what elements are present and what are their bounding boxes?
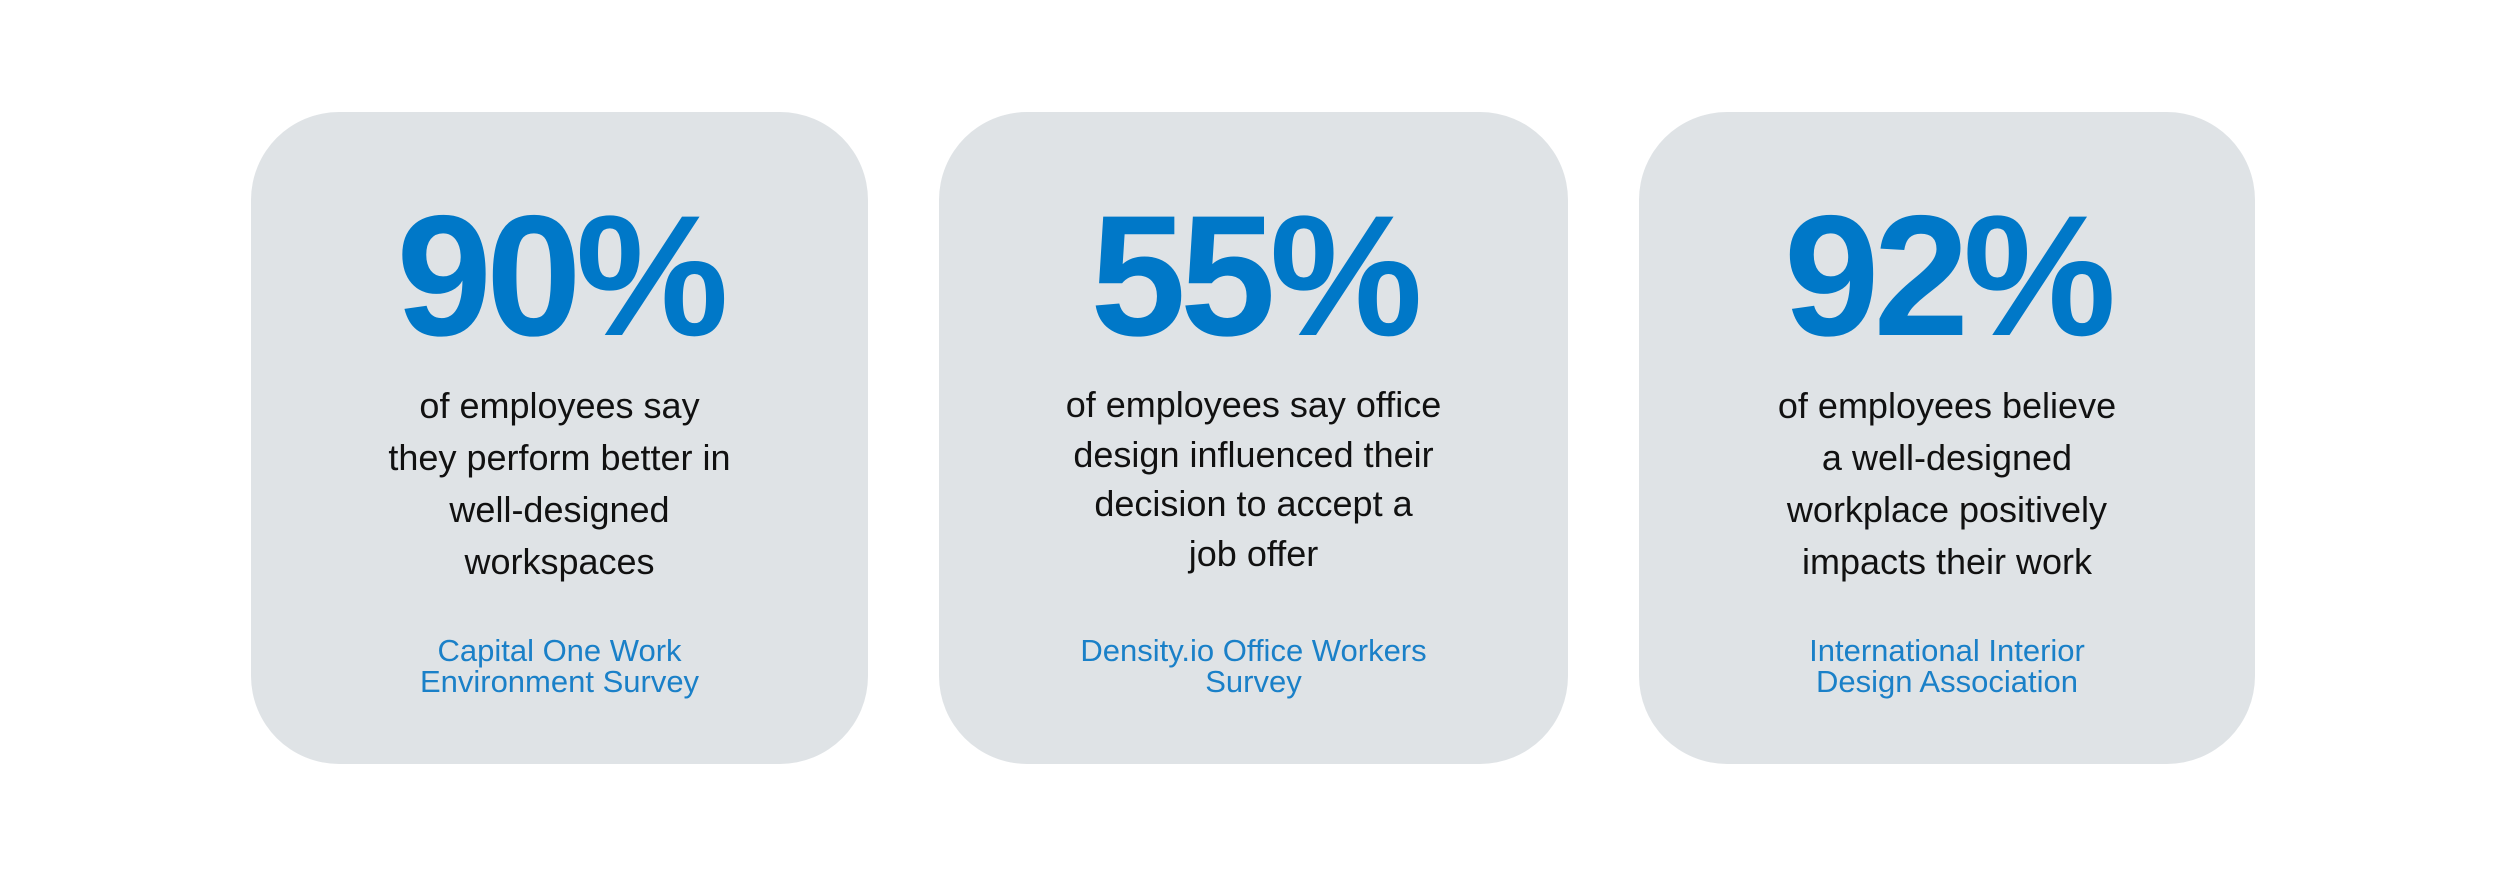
stat-description: of employees say office design influence… (939, 380, 1568, 578)
stat-description-line: job offer (1188, 532, 1319, 574)
stat-source-line: Environment Survey (419, 664, 700, 699)
stat-description: of employees say they perform better in … (251, 380, 868, 588)
stat-description-line: well-designed (449, 489, 670, 530)
stat-description-line: they perform better in (388, 437, 731, 478)
stat-source-line: Capital One Work (437, 633, 682, 668)
stat-value: 90% (396, 180, 728, 372)
stat-source-line: Density.io Office Workers (1080, 633, 1427, 668)
stat-description-line: design influenced their (1073, 433, 1434, 475)
stat-description: of employees believe a well-designed wor… (1639, 380, 2255, 588)
stat-source-line: Design Association (1816, 664, 2078, 699)
stat-description-line: of employees believe (1777, 385, 2117, 426)
stat-card: 90% of employees say they perform better… (251, 112, 868, 764)
stat-description-line: workspaces (464, 541, 655, 582)
stat-value: 92% (1783, 180, 2116, 372)
stat-card: 55% of employees say office design influ… (939, 112, 1568, 764)
stat-source-line: Survey (1205, 664, 1302, 699)
stat-description-line: workplace positively (1786, 489, 2108, 530)
stat-source: International Interior Design Associatio… (1639, 635, 2255, 697)
stat-source: Capital One Work Environment Survey (251, 635, 868, 697)
stat-description-line: decision to accept a (1094, 483, 1413, 524)
stat-source: Density.io Office Workers Survey (939, 635, 1568, 697)
stat-description-line: of employees say office (1065, 384, 1442, 425)
stat-description-line: a well-designed (1821, 437, 2073, 478)
stat-card: 92% of employees believe a well-designed… (1639, 112, 2255, 764)
stat-description-line: impacts their work (1801, 541, 2093, 582)
stat-source-line: International Interior (1809, 633, 2085, 668)
stat-description-line: of employees say (419, 385, 700, 426)
stat-value: 55% (1090, 180, 1422, 372)
